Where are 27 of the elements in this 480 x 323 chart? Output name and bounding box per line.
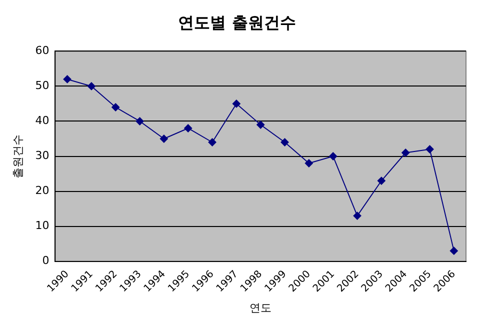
point [112,103,120,112]
point [304,159,313,168]
y-tick-label: 10 [35,219,50,232]
point [232,100,240,108]
y-tick-label: 60 [35,44,50,58]
point [184,124,192,132]
point [208,138,216,146]
chart-title: 연도별 출원건수 [178,12,296,32]
y-axis-title: 출원건수 [11,134,24,178]
y-tick-label: 20 [35,184,50,198]
point [450,246,458,255]
point [426,145,434,154]
point [402,148,410,157]
point [353,212,362,220]
point [377,176,386,185]
y-tick-label: 50 [35,79,50,92]
y-tick-label: 0 [42,254,50,268]
point [256,120,265,129]
point [160,134,168,143]
point [136,117,144,126]
y-tick-label: 40 [35,114,50,128]
x-axis-title: 연도 [250,301,272,314]
y-tick-label: 30 [35,149,50,162]
point [63,75,72,84]
point [87,82,96,90]
point [280,138,289,146]
point [329,152,338,160]
